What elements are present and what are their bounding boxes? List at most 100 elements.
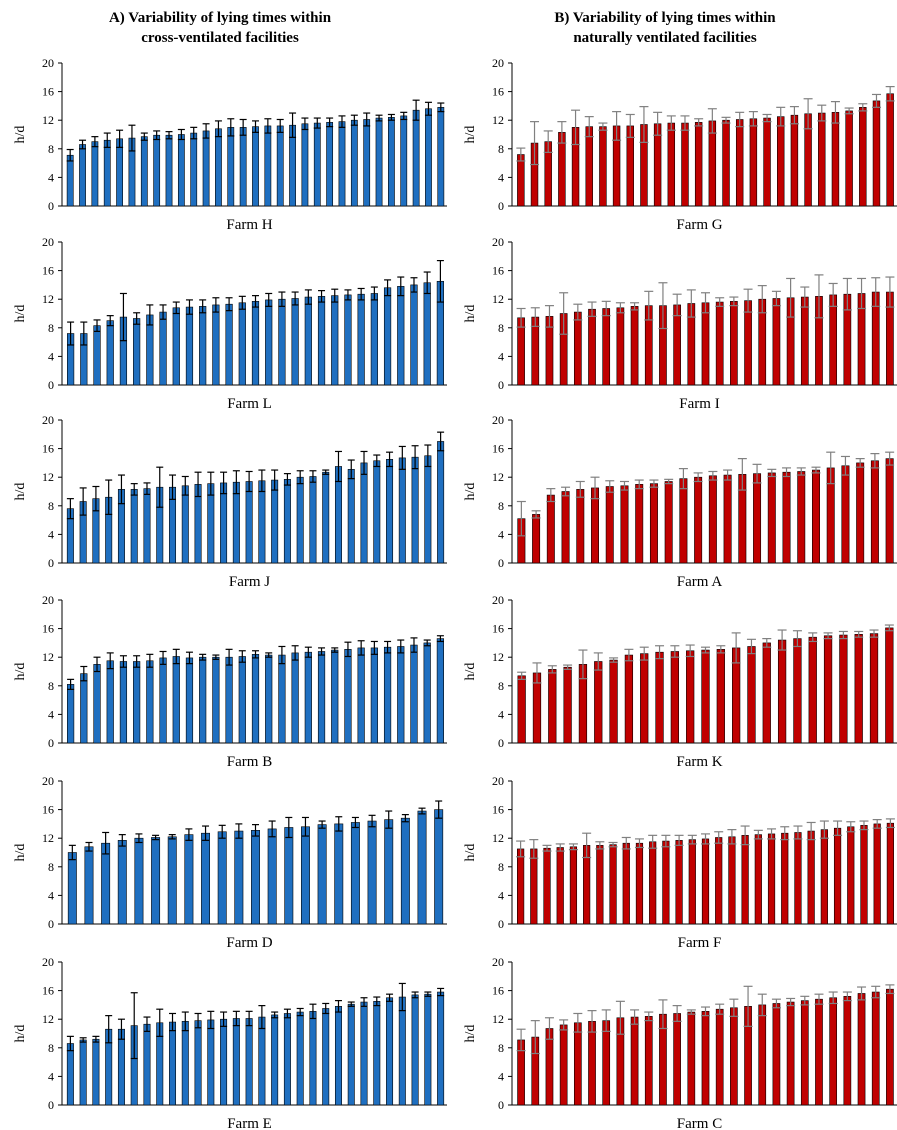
chart-farm-c-bar xyxy=(829,997,838,1106)
chart-farm-k-bar xyxy=(655,651,664,744)
chart-farm-h-bar xyxy=(177,134,185,207)
chart-farm-e-bar xyxy=(373,1001,381,1106)
chart-farm-h-bar xyxy=(313,122,321,207)
chart-farm-h-bar xyxy=(140,136,148,207)
chart-farm-b-bar xyxy=(317,651,326,744)
chart-farm-j-bar xyxy=(398,457,406,564)
chart-farm-j-bar xyxy=(271,479,279,564)
chart-farm-b-y-tick-label: 12 xyxy=(42,650,54,664)
chart-farm-d-y-tick-label: 12 xyxy=(42,831,54,845)
chart-farm-c-bar xyxy=(673,1013,681,1106)
chart-farm-g-bar xyxy=(599,126,607,207)
chart-farm-f-bar xyxy=(662,840,670,925)
chart-farm-f-y-label: h/d xyxy=(463,844,478,862)
chart-farm-k-bar xyxy=(823,635,833,744)
chart-farm-j-x-label: Farm J xyxy=(229,574,270,590)
chart-farm-c-bar xyxy=(715,1008,724,1106)
chart-farm-i-y-tick-label: 0 xyxy=(498,378,504,392)
chart-farm-b-bar xyxy=(133,661,141,744)
chart-farm-e-bar xyxy=(245,1018,253,1106)
chart-farm-f-bar xyxy=(596,845,604,925)
chart-farm-i-y-tick-label: 4 xyxy=(498,349,504,363)
chart-farm-d-bar xyxy=(234,830,244,925)
chart-farm-c-bar xyxy=(871,991,880,1106)
chart-farm-g-bar xyxy=(749,118,758,207)
chart-farm-g-bar xyxy=(585,126,593,207)
chart-farm-l-bar xyxy=(278,298,286,386)
chart-farm-f-bar xyxy=(860,825,868,925)
chart-farm-c-bar xyxy=(630,1016,639,1106)
chart-farm-h-bar xyxy=(301,123,309,207)
chart-farm-k-y-tick-label: 16 xyxy=(492,622,504,636)
chart-farm-k-y-label: h/d xyxy=(463,663,478,681)
chart-farm-k-bar xyxy=(869,633,879,744)
chart-farm-j-bar xyxy=(373,460,381,564)
chart-farm-g-bar xyxy=(763,117,771,207)
chart-farm-a-bar xyxy=(694,476,703,564)
chart-farm-d-bar xyxy=(217,831,227,925)
chart-farm-f-y-tick-label: 16 xyxy=(492,803,504,817)
chart-farm-b-bar xyxy=(397,646,405,744)
chart-farm-d-bar xyxy=(84,846,94,925)
chart-farm-g-y-tick-label: 4 xyxy=(498,170,504,184)
chart-farm-f-bar xyxy=(781,832,789,925)
chart-farm-j-bar xyxy=(143,488,151,564)
chart-farm-e-y-tick-label: 12 xyxy=(42,1012,54,1026)
chart-farm-k-bar xyxy=(517,675,526,744)
chart-farm-d-bar xyxy=(284,827,294,925)
chart-farm-e-y-tick-label: 16 xyxy=(42,984,54,998)
chart-farm-a-y-tick-label: 16 xyxy=(492,442,504,456)
chart-farm-g-bar xyxy=(777,116,785,207)
chart-farm-e-y-tick-label: 4 xyxy=(48,1069,54,1083)
chart-farm-a-bar xyxy=(841,465,850,564)
chart-farm-a-bar xyxy=(856,462,865,564)
chart-farm-k-bar xyxy=(563,666,572,744)
chart-farm-e-bar xyxy=(220,1018,228,1106)
chart-farm-a-bar xyxy=(605,486,614,564)
chart-farm-f-bar xyxy=(807,830,815,925)
chart-farm-a-bar xyxy=(620,485,629,564)
chart-farm-g-y-tick-label: 8 xyxy=(498,142,504,156)
chart-farm-b-bar xyxy=(278,654,286,744)
chart-farm-j-bar xyxy=(309,476,317,564)
chart-farm-d-y-tick-label: 16 xyxy=(42,803,54,817)
chart-farm-c-bar xyxy=(559,1024,568,1106)
chart-farm-d-bar xyxy=(300,826,310,925)
chart-farm-i-x-label: Farm I xyxy=(679,396,719,412)
chart-farm-d-y-tick-label: 0 xyxy=(48,917,54,931)
chart-farm-g-bar xyxy=(790,114,799,207)
chart-farm-k-bar xyxy=(624,654,634,744)
chart-farm-a-bar xyxy=(723,474,732,564)
chart-farm-k-bar xyxy=(793,638,802,744)
chart-farm-b-bar xyxy=(370,647,378,744)
chart-farm-c-y-tick-label: 16 xyxy=(492,984,504,998)
chart-farm-c-bar xyxy=(800,1000,809,1106)
chart-farm-c-bar xyxy=(588,1021,596,1106)
chart-farm-h-bar xyxy=(103,139,111,207)
chart-farm-d-bar xyxy=(201,832,211,925)
chart-farm-i-y-label: h/d xyxy=(463,305,478,323)
chart-farm-d-bar xyxy=(151,837,161,925)
chart-farm-k-bar xyxy=(609,659,618,744)
chart-farm-c-y-label: h/d xyxy=(463,1025,478,1043)
chart-farm-g-bar xyxy=(859,107,867,207)
chart-farm-a-bar xyxy=(561,491,570,564)
chart-farm-h-bar xyxy=(425,108,432,207)
chart-farm-k-bar xyxy=(777,639,787,744)
chart-farm-k-y-tick-label: 8 xyxy=(498,679,504,693)
chart-farm-e-bar xyxy=(283,1013,291,1106)
chart-farm-g-bar xyxy=(886,93,894,207)
chart-farm-h-bar xyxy=(252,126,259,207)
chart-farm-k-bar xyxy=(808,636,817,744)
chart-farm-d-bar xyxy=(67,852,77,925)
chart-farm-f-bar xyxy=(741,835,749,925)
chart-farm-i-bar xyxy=(800,296,809,386)
chart-farm-h-bar xyxy=(239,127,247,207)
chart-farm-b-bar xyxy=(159,657,167,744)
chart-farm-e-bar xyxy=(437,991,445,1106)
chart-farm-k-y-tick-label: 12 xyxy=(492,650,504,664)
chart-farm-g-bar xyxy=(667,122,676,207)
chart-farm-a-bar xyxy=(767,472,776,564)
chart-farm-h-bar xyxy=(79,144,86,207)
chart-farm-b-bar xyxy=(67,684,75,744)
